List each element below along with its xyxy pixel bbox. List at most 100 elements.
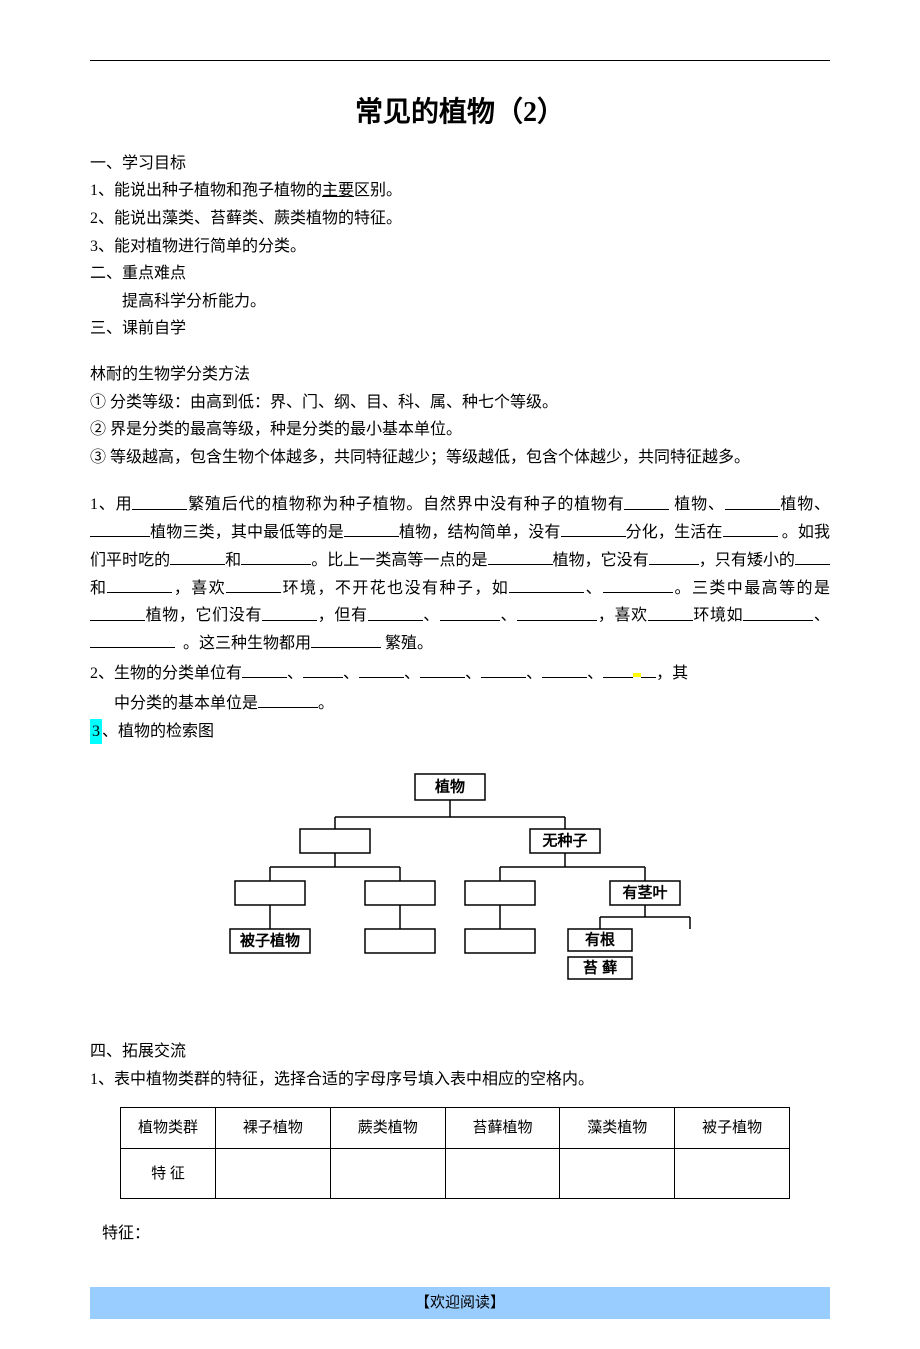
table-cell: 蕨类植物 xyxy=(330,1108,445,1149)
blank[interactable] xyxy=(542,659,587,678)
blank[interactable] xyxy=(624,490,669,509)
blank[interactable] xyxy=(90,629,175,648)
blank[interactable] xyxy=(488,546,553,565)
table-row: 植物类群 裸子植物 蕨类植物 苔藓植物 藻类植物 被子植物 xyxy=(121,1108,790,1149)
plant-table: 植物类群 裸子植物 蕨类植物 苔藓植物 藻类植物 被子植物 特 征 xyxy=(120,1107,790,1199)
table-cell[interactable] xyxy=(445,1149,560,1199)
blank[interactable] xyxy=(481,659,526,678)
q1-t23: 、 xyxy=(813,608,830,625)
blank[interactable] xyxy=(795,546,830,565)
blank[interactable] xyxy=(344,518,399,537)
table-cell: 藻类植物 xyxy=(560,1108,675,1149)
tree-node-empty xyxy=(300,829,370,853)
tree-node-empty xyxy=(235,881,305,905)
question-1: 1、用繁殖后代的植物称为种子植物。自然界中没有种子的植物有 植物、植物、植物三类… xyxy=(90,490,830,657)
blank[interactable] xyxy=(641,659,656,678)
section-4-title: 四、拓展交流 xyxy=(90,1039,830,1065)
q2-pre: 2、生物的分类单位有 xyxy=(90,665,242,682)
q1-t21: ，喜欢 xyxy=(597,608,648,625)
q1-t5: 植物，结构简单，没有 xyxy=(399,524,561,541)
section-3-title: 三、课前自学 xyxy=(90,316,830,342)
blank[interactable] xyxy=(90,518,150,537)
q1-t13: ，喜欢 xyxy=(172,580,226,597)
blank[interactable] xyxy=(311,629,381,648)
section-1-title: 一、学习目标 xyxy=(90,151,830,177)
blank[interactable] xyxy=(420,659,465,678)
blank[interactable] xyxy=(743,601,813,620)
tree-node-empty xyxy=(365,881,435,905)
q1-t24: 。这三种生物都用 xyxy=(183,635,311,652)
features-label: 特征： xyxy=(90,1221,830,1247)
q1-t9: 。比上一类高等一点的是 xyxy=(311,552,487,569)
table-cell[interactable] xyxy=(330,1149,445,1199)
linnaeus-title: 林耐的生物学分类方法 xyxy=(90,362,830,388)
q1-t6: 分化，生活在 xyxy=(626,524,723,541)
blank[interactable] xyxy=(440,601,500,620)
blank[interactable] xyxy=(368,601,423,620)
tree-node-moss-label: 苔 藓 xyxy=(583,959,617,977)
tree-node-hasroot-label: 有根 xyxy=(585,931,615,949)
q2-tail2: 中分类的基本单位是 xyxy=(114,695,258,712)
q2-sep: 、 xyxy=(465,665,481,682)
blank[interactable] xyxy=(603,659,633,678)
q1-t1: 繁殖后代的植物称为种子植物。自然界中没有种子的植物有 xyxy=(187,497,624,514)
blank[interactable] xyxy=(90,601,145,620)
table-cell[interactable] xyxy=(216,1149,331,1199)
q2-sep: 、 xyxy=(587,665,603,682)
q3-text: 、植物的检索图 xyxy=(102,723,214,740)
blank[interactable] xyxy=(649,546,699,565)
q1-t10: 植物，它没有 xyxy=(553,552,649,569)
q1-pre: 1、用 xyxy=(90,497,132,514)
blank[interactable] xyxy=(561,518,626,537)
linnaeus-2: ② 界是分类的最高等级，种是分类的最小基本单位。 xyxy=(90,417,830,443)
blank[interactable] xyxy=(509,574,584,593)
page-title: 常见的植物（2） xyxy=(90,91,830,136)
q1-t4: 植物三类，其中最低等的是 xyxy=(150,524,344,541)
q1-t22: 环境如 xyxy=(693,608,744,625)
q2-sep: 、 xyxy=(404,665,420,682)
table-cell[interactable] xyxy=(675,1149,790,1199)
question-3: 3、植物的检索图 xyxy=(90,719,830,745)
q1-t20: 、 xyxy=(500,608,517,625)
section-4-q1: 1、表中植物类群的特征，选择合适的字母序号填入表中相应的空格内。 xyxy=(90,1067,830,1093)
tree-node-empty xyxy=(465,929,535,953)
tree-node-stemleaf-label: 有茎叶 xyxy=(622,884,667,902)
blank[interactable] xyxy=(517,601,597,620)
question-2: 2、生物的分类单位有、、、、、、，其 xyxy=(90,659,830,687)
blank[interactable] xyxy=(258,689,318,708)
linnaeus-1: ① 分类等级：由高到低：界、门、纲、目、科、属、种七个等级。 xyxy=(90,390,830,416)
s1-i1-text: 1、能说出种子植物和孢子植物的主要区别。 xyxy=(90,182,402,199)
blank[interactable] xyxy=(725,490,780,509)
blank[interactable] xyxy=(242,659,287,678)
blank[interactable] xyxy=(359,659,404,678)
blank[interactable] xyxy=(132,490,187,509)
tree-node-root-label: 植物 xyxy=(435,778,465,796)
tree-node-angiosperm-label: 被子植物 xyxy=(240,932,300,950)
blank[interactable] xyxy=(603,574,673,593)
blank[interactable] xyxy=(723,518,778,537)
blank[interactable] xyxy=(107,574,172,593)
table-cell: 被子植物 xyxy=(675,1108,790,1149)
q2-tail1: ，其 xyxy=(656,665,688,682)
blank[interactable] xyxy=(303,659,343,678)
q1-t12: 和 xyxy=(90,580,107,597)
q1-t18: ，但有 xyxy=(317,608,368,625)
question-2b: 中分类的基本单位是。 xyxy=(90,689,830,717)
tree-diagram: 植物 无种子 有茎叶 被子植物 xyxy=(90,769,830,1019)
q1-t17: 植物，它们没有 xyxy=(145,608,262,625)
blank[interactable] xyxy=(241,546,311,565)
blank[interactable] xyxy=(226,574,281,593)
table-cell[interactable] xyxy=(560,1149,675,1199)
q1-t15: 、 xyxy=(584,580,603,597)
blank[interactable] xyxy=(648,601,693,620)
table-cell: 特 征 xyxy=(121,1149,216,1199)
linnaeus-3: ③ 等级越高，包含生物个体越多，共同特征越少；等级越低，包含个体越少，共同特征越… xyxy=(90,445,830,471)
q1-t19: 、 xyxy=(423,608,440,625)
q1-t3: 植物、 xyxy=(780,497,830,514)
section-2-title: 二、重点难点 xyxy=(90,261,830,287)
blank[interactable] xyxy=(170,546,225,565)
blank[interactable] xyxy=(262,601,317,620)
top-rule xyxy=(90,60,830,61)
section-2-body: 提高科学分析能力。 xyxy=(90,289,830,315)
table-cell: 苔藓植物 xyxy=(445,1108,560,1149)
